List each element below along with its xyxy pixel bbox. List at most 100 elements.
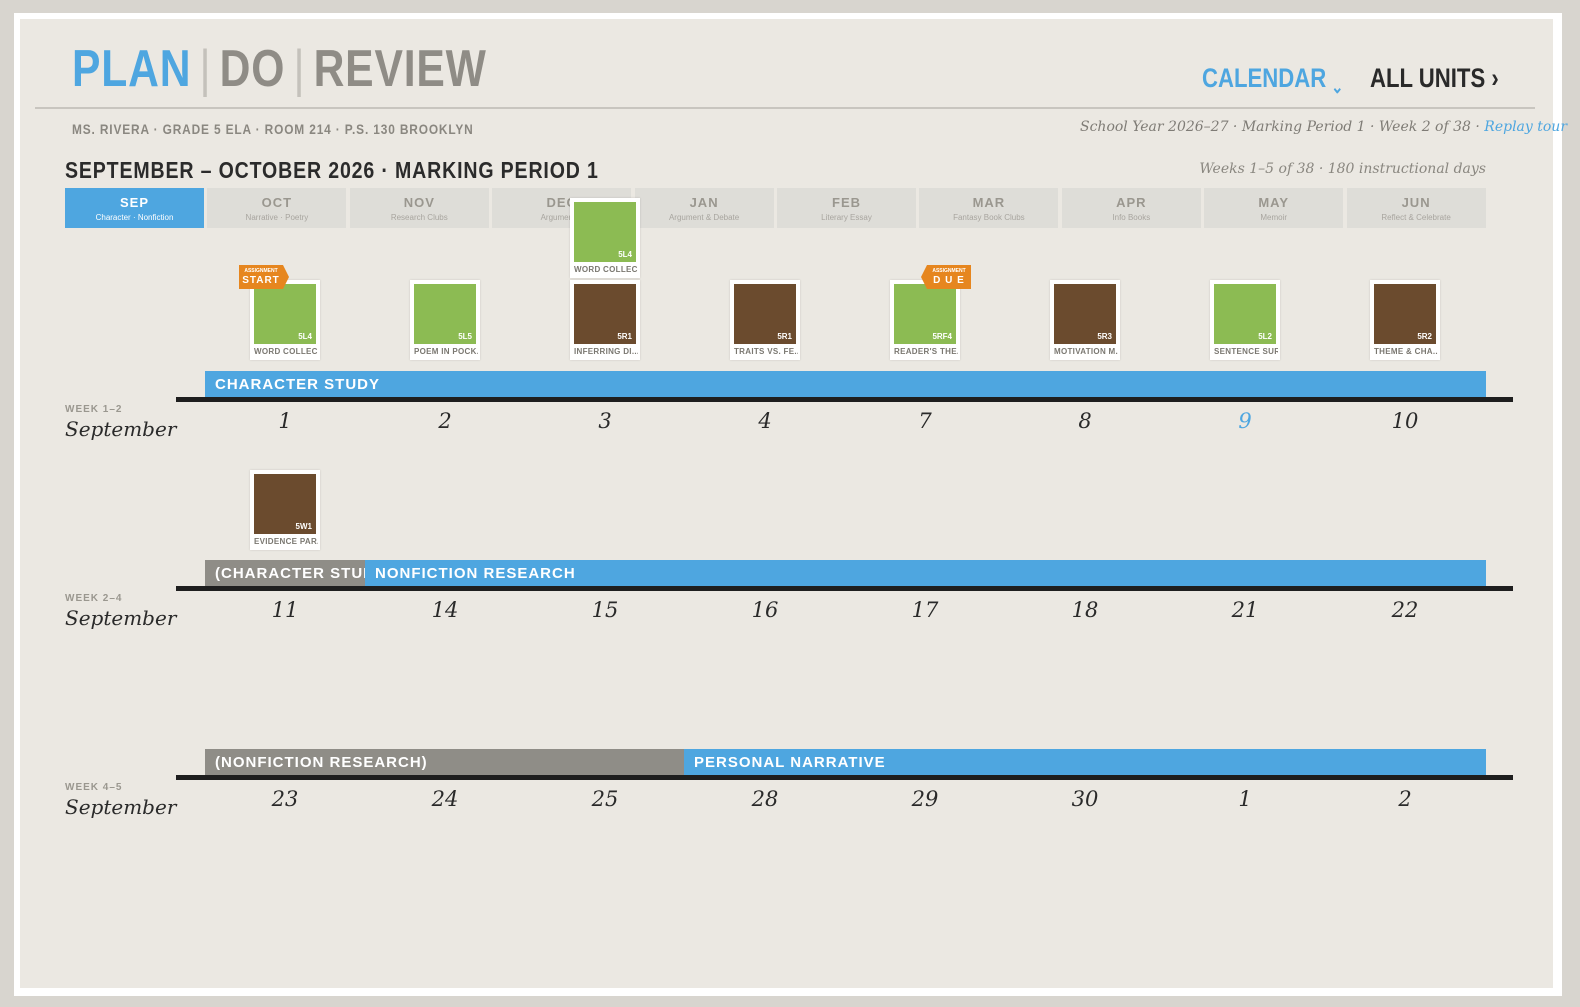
day-number[interactable]: 15	[591, 598, 619, 622]
assignment-thumbnail: 5L4	[254, 284, 316, 344]
unit-band[interactable]: (CHARACTER STUDY)	[205, 560, 392, 587]
week-range-label: WEEK 2–4	[65, 593, 123, 604]
tab-month-apr[interactable]: APR Info Books	[1061, 188, 1201, 228]
day-number[interactable]: 2	[1398, 787, 1412, 811]
day-number[interactable]: 4	[758, 409, 772, 433]
day-number[interactable]: 30	[1071, 787, 1099, 811]
tab-month-nov[interactable]: NOV Research Clubs	[349, 188, 489, 228]
assignment-title: MOTIVATION M...	[1054, 347, 1118, 356]
day-number[interactable]: 23	[271, 787, 299, 811]
header-divider	[35, 107, 1535, 109]
tag-text: START	[242, 275, 280, 286]
tab-plan[interactable]: PLAN	[72, 40, 192, 98]
assignment-title: WORD COLLEC...	[254, 347, 318, 356]
day-number[interactable]: 3	[598, 409, 612, 433]
unit-band[interactable]: CHARACTER STUDY	[205, 371, 1486, 398]
day-number[interactable]: 25	[591, 787, 619, 811]
day-number[interactable]: 14	[431, 598, 459, 622]
day-number[interactable]: 16	[751, 598, 779, 622]
unit-band-label: NONFICTION RESEARCH	[375, 565, 576, 582]
month-name: MAY	[1258, 195, 1290, 210]
week-baseline	[176, 397, 1513, 402]
day-number[interactable]: 28	[751, 787, 779, 811]
tab-month-oct[interactable]: OCT Narrative · Poetry	[207, 188, 347, 228]
week-month-label: September	[65, 417, 177, 441]
unit-band-label: PERSONAL NARRATIVE	[694, 754, 886, 771]
assignment-title: READER'S THE...	[894, 347, 958, 356]
tag-caption: ASSIGNMENT	[932, 268, 966, 274]
assignment-thumbnail: 5L4	[574, 202, 636, 262]
standard-code: 5L2	[1258, 332, 1272, 341]
assignment-card[interactable]: 5R2 THEME & CHA...	[1370, 280, 1440, 360]
assignment-card[interactable]: 5R1 INFERRING DI...	[570, 280, 640, 360]
tab-month-mar[interactable]: MAR Fantasy Book Clubs	[919, 188, 1059, 228]
week-range-label: WEEK 1–2	[65, 404, 123, 415]
assignment-start-tag: ASSIGNMENT START	[239, 265, 289, 289]
day-number[interactable]: 22	[1391, 598, 1419, 622]
assignment-card[interactable]: 5L5 POEM IN POCK...	[410, 280, 480, 360]
month-unit: Argument &	[540, 213, 583, 222]
tab-month-feb[interactable]: FEB Literary Essay	[777, 188, 916, 228]
timeline: CHARACTER STUDY WEEK 1–2 September 1 2 3 4 7 8 9 1…	[20, 19, 1553, 988]
day-number[interactable]: 1	[278, 409, 292, 433]
month-name: FEB	[832, 195, 861, 210]
standard-code: 5R2	[1417, 332, 1432, 341]
day-number[interactable]: 24	[431, 787, 459, 811]
assignment-thumbnail: 5L5	[414, 284, 476, 344]
month-name: APR	[1116, 195, 1147, 210]
unit-band-label: CHARACTER STUDY	[215, 376, 380, 393]
tab-do[interactable]: DO	[219, 40, 286, 98]
month-unit: Memoir	[1260, 213, 1288, 222]
assignment-card[interactable]: 5L4 WORD COLLEC...	[570, 198, 640, 278]
assignment-thumbnail: 5R2	[1374, 284, 1436, 344]
assignment-card[interactable]: 5W1 EVIDENCE PAR...	[250, 470, 320, 550]
day-number[interactable]: 17	[911, 598, 939, 622]
day-number[interactable]: 1	[1238, 787, 1252, 811]
day-number[interactable]: 10	[1391, 409, 1419, 433]
brand-title: PLAN | DO | REVIEW	[72, 39, 487, 99]
tab-month-jan[interactable]: JAN Argument & Debate	[634, 188, 774, 228]
day-number[interactable]: 29	[911, 787, 939, 811]
unit-band-label: (CHARACTER STUDY)	[215, 565, 392, 582]
day-number[interactable]: 8	[1078, 409, 1092, 433]
tab-month-jun[interactable]: JUN Reflect & Celebrate	[1346, 188, 1486, 228]
period-title: SEPTEMBER – OCTOBER 2026 · MARKING PERIO…	[65, 157, 599, 183]
assignment-card[interactable]: 5R1 TRAITS VS. FE...	[730, 280, 800, 360]
month-name: MAR	[972, 195, 1006, 210]
calendar-dropdown[interactable]: CALENDAR ⌄	[1202, 63, 1344, 97]
day-number[interactable]: 7	[918, 409, 932, 433]
tag-caption: ASSIGNMENT	[244, 268, 278, 274]
month-unit: Fantasy Book Clubs	[953, 213, 1025, 222]
standard-code: 5L4	[298, 332, 312, 341]
day-number[interactable]: 9	[1238, 409, 1252, 433]
day-number[interactable]: 21	[1231, 598, 1259, 622]
month-name: NOV	[403, 195, 435, 210]
tab-month-may[interactable]: MAY Memoir	[1204, 188, 1344, 228]
day-number[interactable]: 2	[438, 409, 452, 433]
week-month-label: September	[65, 795, 177, 819]
tab-month-sep[interactable]: SEP Character · Nonfiction	[65, 188, 204, 228]
all-units-link[interactable]: ALL UNITS ›	[1370, 63, 1499, 93]
month-unit: Character · Nonfiction	[95, 213, 174, 222]
tab-review[interactable]: REVIEW	[313, 40, 487, 98]
brand-divider: |	[293, 40, 306, 98]
assignment-card[interactable]: 5R3 MOTIVATION M...	[1050, 280, 1120, 360]
day-number[interactable]: 11	[271, 598, 299, 622]
unit-band[interactable]: PERSONAL NARRATIVE	[684, 749, 1486, 776]
assignment-card[interactable]: 5L4 WORD COLLEC...	[250, 280, 320, 360]
unit-band[interactable]: (NONFICTION RESEARCH)	[205, 749, 684, 776]
standard-code: 5RF4	[932, 332, 952, 341]
app-frame: PLAN | DO | REVIEW CALENDAR ⌄ ALL UNITS › MS.…	[14, 13, 1567, 996]
week-baseline	[176, 775, 1513, 780]
day-number[interactable]: 18	[1071, 598, 1099, 622]
month-unit: Research Clubs	[390, 213, 448, 222]
chevron-down-icon: ⌄	[1331, 77, 1344, 97]
assignment-card[interactable]: 5RF4 READER'S THE...	[890, 280, 960, 360]
assignment-title: WORD COLLEC...	[574, 265, 638, 274]
assignment-thumbnail: 5W1	[254, 474, 316, 534]
unit-band-label: (NONFICTION RESEARCH)	[215, 754, 428, 771]
week-range-label: WEEK 4–5	[65, 782, 123, 793]
replay-tour-link[interactable]: Replay tour	[1484, 119, 1568, 135]
unit-band[interactable]: NONFICTION RESEARCH	[365, 560, 1486, 587]
assignment-card[interactable]: 5L2 SENTENCE SUR...	[1210, 280, 1280, 360]
